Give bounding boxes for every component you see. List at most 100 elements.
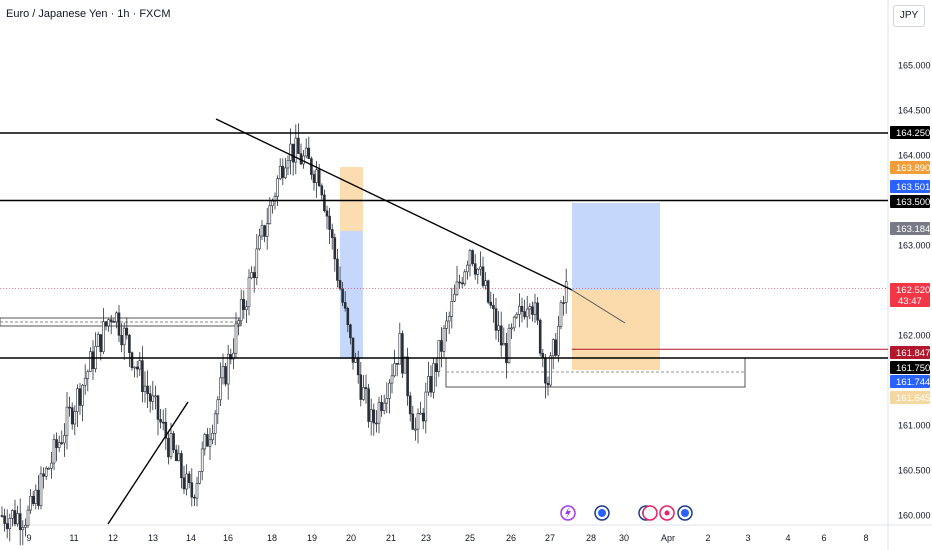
candle-body <box>50 462 53 469</box>
candle-body <box>122 327 126 346</box>
candle-body <box>312 174 316 183</box>
candle-body <box>401 333 404 374</box>
candle-body <box>37 489 40 506</box>
candle-body <box>338 280 342 290</box>
candle-body <box>481 266 485 286</box>
candle-body <box>408 395 412 415</box>
candle-body <box>549 355 552 386</box>
candle-body <box>429 376 433 393</box>
candle-body <box>499 325 503 346</box>
price-tag-label: 161.645 <box>896 393 930 404</box>
candle-body <box>533 302 537 315</box>
candle-body <box>531 306 534 315</box>
x-tick-label: 16 <box>223 533 233 543</box>
flag-icon-inner <box>681 509 689 517</box>
candle-body <box>323 194 326 212</box>
short-target-zone <box>340 231 363 359</box>
x-tick-label: 3 <box>745 533 750 543</box>
candle-body <box>213 413 217 434</box>
candle-body <box>320 185 324 196</box>
currency-button[interactable]: JPY <box>893 5 925 27</box>
candle-body <box>351 337 355 363</box>
ascending-trendline <box>107 401 189 525</box>
candle-body <box>70 407 74 425</box>
x-tick-label: 18 <box>267 533 277 543</box>
candle-body <box>479 266 482 270</box>
x-tick-label: Apr <box>661 533 675 543</box>
y-tick-label: 164.000 <box>898 151 931 161</box>
y-tick-label: 160.000 <box>898 511 931 521</box>
candle-body <box>141 360 144 392</box>
candle-body <box>29 495 32 511</box>
price-tag <box>890 268 930 281</box>
candle-body <box>21 527 25 530</box>
candle-body <box>336 258 339 281</box>
candle-body <box>247 277 251 308</box>
candle-body <box>541 353 545 359</box>
candle-body <box>232 352 235 360</box>
candle-body <box>18 513 22 530</box>
candle-body <box>11 510 14 519</box>
candle-body <box>167 437 170 458</box>
price-tag <box>890 180 930 193</box>
candle-body <box>44 468 48 477</box>
price-tag <box>890 361 930 374</box>
candle-body <box>551 339 555 357</box>
candle-body <box>107 319 110 327</box>
candle-body <box>484 280 487 286</box>
x-tick-label: 13 <box>148 533 158 543</box>
candle-body <box>104 321 108 327</box>
candle-body <box>237 320 240 325</box>
candle-body <box>138 360 142 370</box>
candle-body <box>99 334 103 353</box>
candle-body <box>73 411 77 425</box>
price-tag-label: 164.250 <box>896 128 930 139</box>
candle-body <box>554 339 558 356</box>
candle-body <box>86 371 90 379</box>
candle-body <box>250 272 253 279</box>
candle-body <box>31 495 35 504</box>
candle-body <box>200 448 204 472</box>
projection-line <box>571 289 626 324</box>
candle-body <box>333 237 337 260</box>
candle-body <box>42 473 45 477</box>
x-tick-label: 12 <box>108 533 118 543</box>
candle-body <box>424 391 428 422</box>
candle-body <box>252 272 256 279</box>
x-tick-label: 4 <box>785 533 790 543</box>
candle-body <box>294 137 298 163</box>
candle-body <box>203 434 207 450</box>
candle-body <box>546 382 550 386</box>
candle-body <box>39 473 43 506</box>
candle-body <box>559 302 563 327</box>
candle-body <box>375 422 378 425</box>
candle-body <box>390 375 394 384</box>
candle-body <box>302 155 305 165</box>
candle-body <box>440 340 443 352</box>
candle-body <box>219 377 222 401</box>
candle-body <box>34 489 38 504</box>
candle-body <box>442 327 446 352</box>
candle-body <box>291 143 295 163</box>
candle-body <box>0 515 4 517</box>
long-stop-zone <box>572 290 660 370</box>
price-tag-label: 162.520 <box>896 285 930 296</box>
candle-body <box>398 333 402 365</box>
candle-body <box>180 453 183 479</box>
candle-body <box>492 305 495 309</box>
candle-body <box>359 374 363 400</box>
price-tag-label: 163.501 <box>896 182 930 193</box>
candle-body <box>346 308 350 326</box>
price-tag-label: 161.744 <box>896 377 930 388</box>
candle-body <box>528 306 532 310</box>
candle-body <box>510 327 513 330</box>
symbol-legend[interactable]: Euro / Japanese Yen · 1h · FXCM <box>6 8 171 20</box>
candle-body <box>8 518 12 530</box>
candle-body <box>206 434 209 447</box>
x-tick-label: 14 <box>186 533 196 543</box>
y-tick-label: 162.000 <box>898 331 931 341</box>
candle-body <box>455 281 459 295</box>
candle-body <box>564 281 568 303</box>
